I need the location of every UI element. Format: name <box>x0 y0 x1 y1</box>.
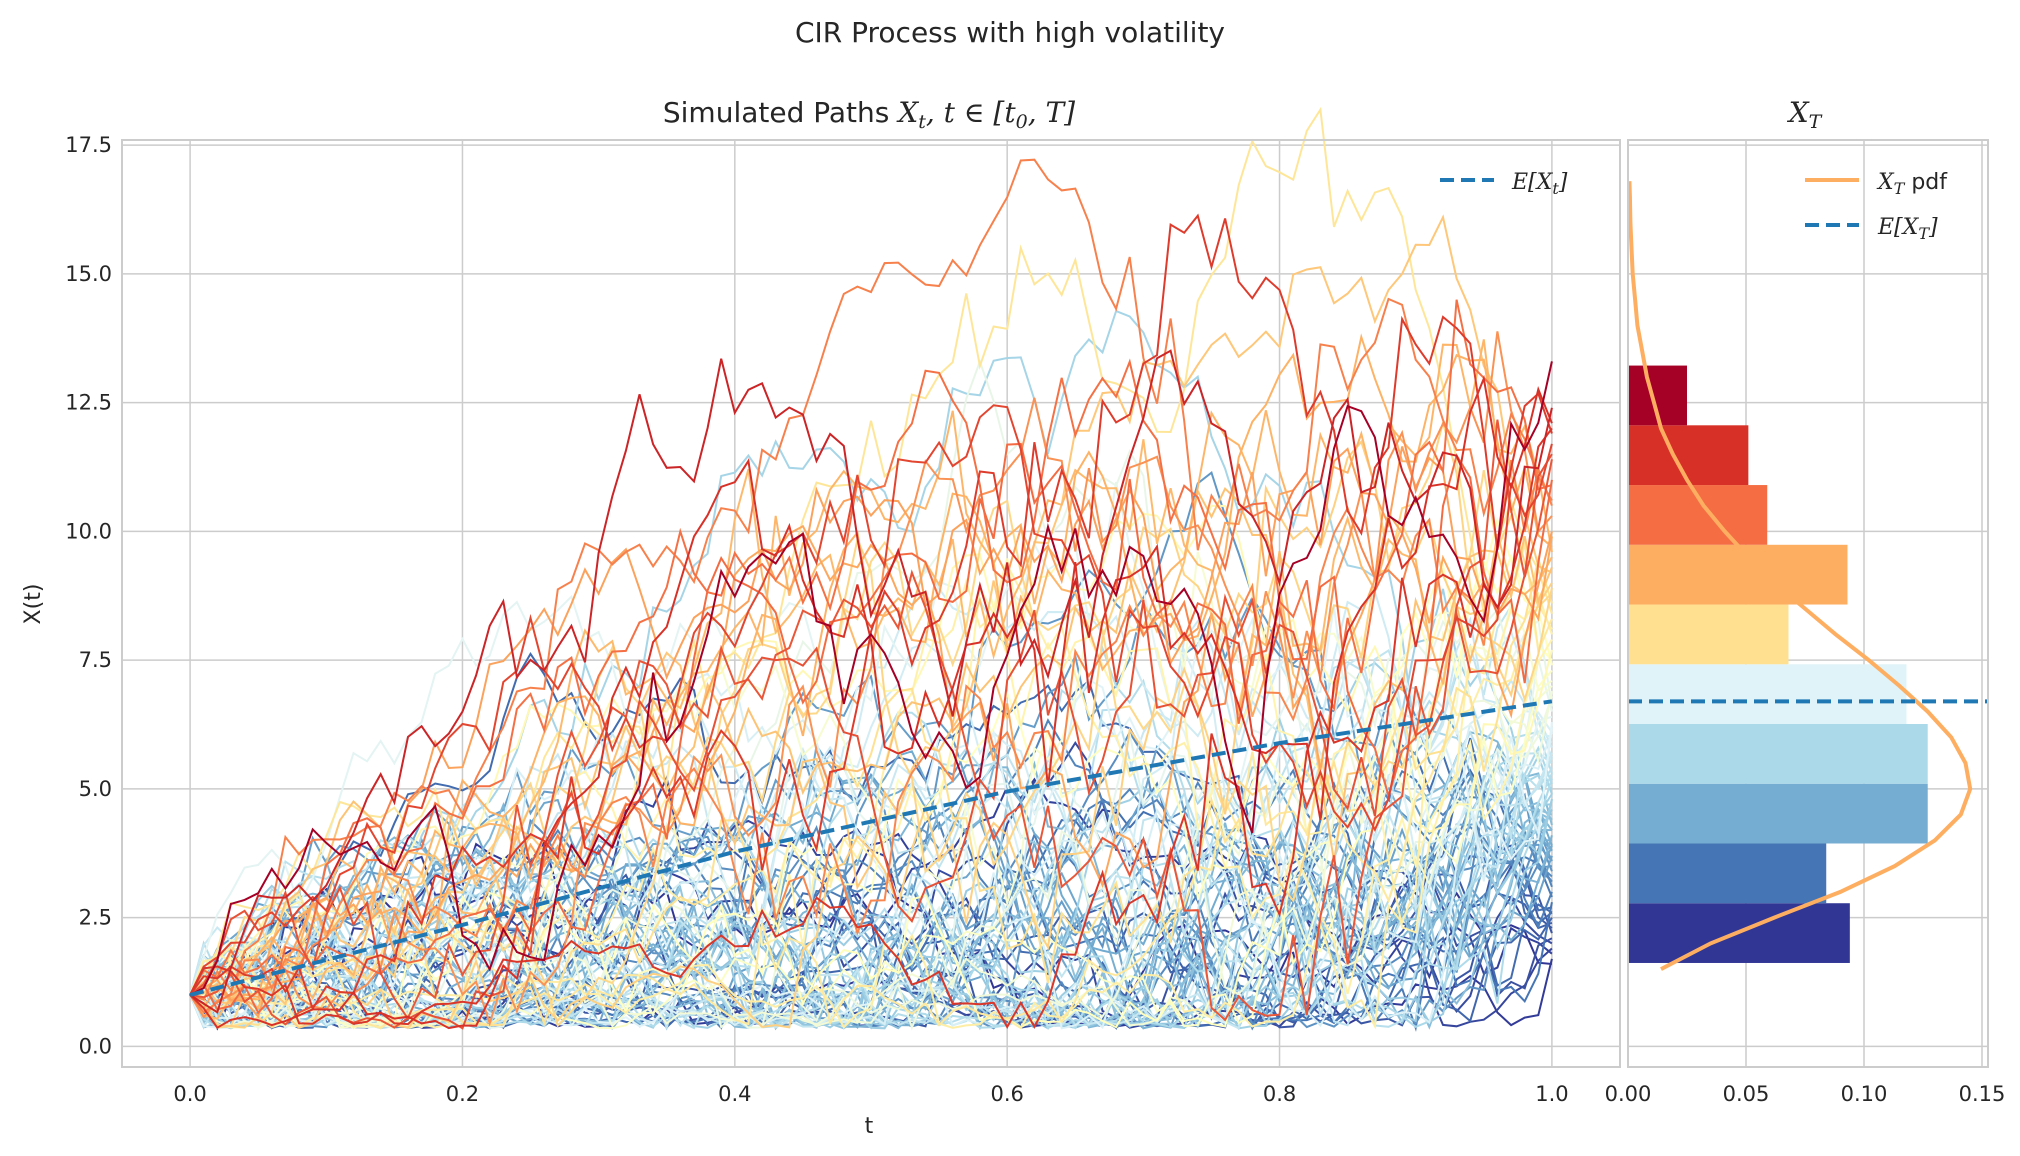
pdf-legend-label: XT pdf <box>1876 170 1948 198</box>
paths-series-group <box>189 106 1553 1032</box>
x-tick-label: 0.0 <box>173 1082 206 1106</box>
histogram-bar <box>1628 843 1827 904</box>
paths-panel: Simulated Paths Xt, t ∈ [t0, T] 0.0 0.2 0.… <box>21 96 1621 1139</box>
sample-path <box>189 690 1553 1029</box>
sample-path <box>189 773 1553 1030</box>
sample-path <box>189 744 1553 1029</box>
sample-path <box>189 331 1553 1027</box>
sample-path <box>189 446 1553 1019</box>
paths-legend-label: E[Xt] <box>1511 170 1568 198</box>
sample-path <box>189 442 1553 1015</box>
sample-path <box>189 361 1553 996</box>
x-tick-label: 0.2 <box>446 1082 479 1106</box>
sample-path <box>189 427 1553 1029</box>
paths-legend: E[Xt] <box>1440 170 1568 198</box>
sample-path <box>189 418 1553 1029</box>
y-tick-label: 10.0 <box>65 519 112 543</box>
histogram-title: XT <box>1787 96 1823 133</box>
sample-path <box>189 158 1553 1014</box>
sample-path <box>189 747 1553 1029</box>
paths-ticks: 0.0 0.2 0.4 0.6 0.8 1.0 0.0 2.5 5.0 7.5 10.0 12.5 15… <box>65 133 1568 1106</box>
sample-path <box>189 672 1553 1029</box>
sample-path <box>189 374 1553 1030</box>
hist-x-tick-label: 0.00 <box>1605 1082 1652 1106</box>
y-tick-label: 7.5 <box>79 648 112 672</box>
y-tick-label: 12.5 <box>65 391 112 415</box>
histogram-bar <box>1628 544 1848 605</box>
sample-path <box>189 562 1553 1030</box>
hist-x-tick-label: 0.10 <box>1841 1082 1888 1106</box>
sample-path <box>189 213 1553 1012</box>
sample-path <box>189 349 1553 1014</box>
histogram-bar <box>1628 724 1928 784</box>
sample-path <box>189 459 1553 1001</box>
sample-path <box>189 106 1553 996</box>
paths-ylabel: X(t) <box>21 584 46 625</box>
histogram-bar <box>1628 783 1928 844</box>
mean-legend-label: E[XT] <box>1877 215 1938 243</box>
histogram-bar <box>1628 604 1789 665</box>
histogram-bar <box>1628 425 1749 486</box>
y-tick-label: 2.5 <box>79 906 112 930</box>
sample-path <box>189 602 1553 1030</box>
sample-path <box>190 603 1553 996</box>
sample-path <box>189 453 1553 1030</box>
paths-frame <box>121 139 1621 1068</box>
sample-path <box>189 669 1553 1030</box>
y-tick-label: 5.0 <box>79 777 112 801</box>
y-tick-label: 0.0 <box>79 1034 112 1058</box>
sample-path <box>189 439 1553 1029</box>
histogram-bars <box>1628 365 1928 963</box>
histogram-panel: XT 0.00 0.05 0.10 0.15 XT pdf E[XT] <box>1605 96 2006 1106</box>
figure-suptitle: CIR Process with high volatility <box>795 16 1225 49</box>
sample-path <box>189 214 1553 1006</box>
sample-path <box>189 419 1553 1029</box>
pdf-curve <box>1627 181 1973 971</box>
histogram-ticks: 0.00 0.05 0.10 0.15 <box>1605 1082 2006 1106</box>
x-tick-label: 1.0 <box>1535 1082 1568 1106</box>
y-tick-label: 15.0 <box>65 262 112 286</box>
x-tick-label: 0.8 <box>1263 1082 1296 1106</box>
sample-path <box>189 487 1553 1006</box>
histogram-bar <box>1628 664 1907 725</box>
x-tick-label: 0.4 <box>718 1082 751 1106</box>
hist-x-tick-label: 0.05 <box>1723 1082 1770 1106</box>
sample-path <box>189 404 1553 996</box>
histogram-legend: XT pdf E[XT] <box>1805 170 1948 243</box>
paths-xlabel: t <box>865 1114 874 1139</box>
sample-path <box>189 555 1553 1028</box>
paths-title: Simulated Paths Xt, t ∈ [t0, T] <box>663 96 1075 133</box>
y-tick-label: 17.5 <box>65 133 112 157</box>
sample-path <box>189 772 1553 1029</box>
paths-grid <box>122 140 1620 1067</box>
hist-x-tick-label: 0.15 <box>1959 1082 2006 1106</box>
x-tick-label: 0.6 <box>990 1082 1023 1106</box>
mean-line <box>189 699 1553 997</box>
histogram-frame <box>1627 139 1989 1068</box>
sample-path <box>189 299 1553 996</box>
